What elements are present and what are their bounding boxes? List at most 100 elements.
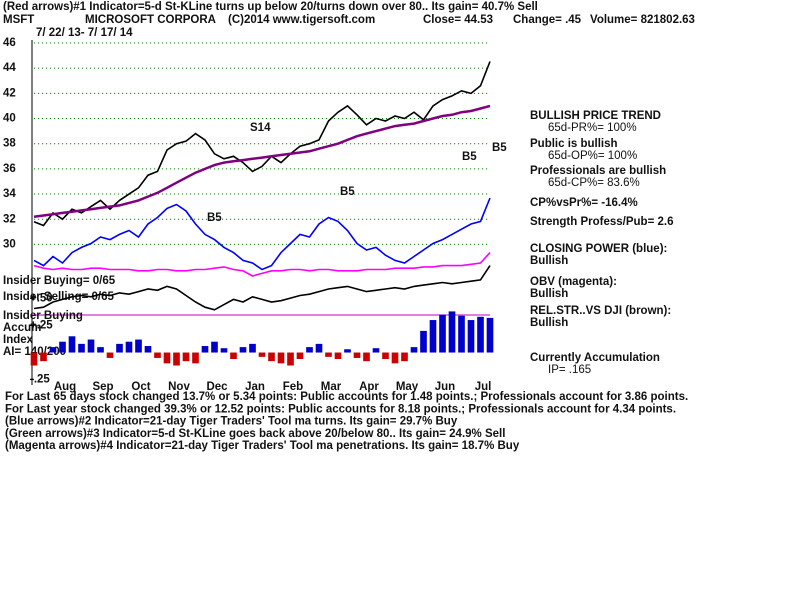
close: Close= 44.53	[423, 14, 493, 26]
accum-bar	[268, 352, 275, 362]
accum-bar	[125, 341, 133, 353]
accum-bar	[154, 352, 161, 358]
accum-bar	[382, 352, 389, 360]
left-label: Insider Buying= 0/65	[3, 275, 116, 287]
annotation: S14	[250, 122, 271, 134]
accum-bar	[401, 352, 408, 362]
x-tick-label: Oct	[131, 381, 150, 393]
change: Change= .45	[513, 14, 582, 26]
dates: 7/ 22/ 13- 7/ 17/ 14	[36, 27, 133, 39]
x-tick-label: Jan	[245, 381, 265, 393]
accum-bar	[106, 352, 114, 358]
sidebar-text: Bullish	[530, 317, 568, 329]
y-tick-label: 40	[3, 113, 16, 125]
series-line	[33, 197, 491, 271]
sidebar-text: IP= .165	[548, 364, 591, 376]
accum-bar	[135, 339, 142, 353]
accum-bar	[78, 343, 85, 353]
accum-bar	[439, 314, 446, 353]
accum-bar	[344, 349, 351, 353]
y-tick-label: 46	[3, 37, 16, 49]
y-tick-label: 32	[3, 213, 16, 225]
accum-bar	[372, 348, 380, 353]
series-line	[33, 265, 491, 311]
accum-bar	[420, 330, 427, 353]
accum-bar	[239, 347, 247, 353]
sidebar-text: 65d-CP%= 83.6%	[548, 177, 640, 189]
accum-bar	[116, 343, 123, 353]
x-tick-label: Sep	[92, 381, 113, 393]
accum-bar	[192, 352, 199, 364]
accum-bar	[287, 352, 294, 366]
accum-bar	[363, 352, 370, 362]
accum-bar	[87, 339, 95, 353]
x-tick-label: Jul	[475, 381, 492, 393]
y-tick-label: 36	[3, 163, 16, 175]
accum-bar	[68, 336, 76, 353]
accum-bar	[40, 352, 47, 362]
sidebar-text: OBV (magenta):	[530, 276, 617, 288]
accum-bar	[325, 352, 332, 357]
accum-bar	[97, 347, 104, 353]
accum-bar	[410, 347, 418, 353]
accum-bar	[249, 343, 256, 353]
x-tick-label: Feb	[283, 381, 303, 393]
accum-bar	[30, 352, 38, 366]
accum-bar	[173, 352, 180, 366]
sidebar-text: CLOSING POWER (blue):	[530, 243, 667, 255]
accum-bar	[144, 346, 152, 353]
x-tick-label: Nov	[168, 381, 190, 393]
y-tick-label: 42	[3, 87, 16, 99]
accum-bar	[467, 320, 475, 353]
left-label: Insider Buying	[3, 310, 83, 322]
accum-bar	[477, 316, 484, 353]
header-line: (Red arrows)#1 Indicator=5-d St-KLine tu…	[3, 1, 538, 13]
x-tick-label: Mar	[321, 381, 342, 393]
series-line	[33, 252, 491, 277]
sidebar-text: Strength Profess/Pub= 2.6	[530, 216, 673, 228]
accum-bar	[220, 348, 228, 353]
footer-line: (Green arrows)#3 Indicator=5-d St-KLine …	[5, 428, 505, 440]
x-tick-label: Dec	[206, 381, 228, 393]
sidebar-text: REL.STR..VS DJI (brown):	[530, 305, 671, 317]
sidebar-text: Bullish	[530, 255, 568, 267]
footer-line: (Blue arrows)#2 Indicator=21-day Tiger T…	[5, 416, 458, 428]
accum-bar	[486, 317, 494, 353]
accum-bar	[391, 352, 399, 364]
sidebar-text: 65d-PR%= 100%	[548, 122, 637, 134]
accum-bar	[182, 352, 190, 362]
y-tick-label: +.50	[30, 292, 53, 304]
y-tick-label: 30	[3, 238, 16, 250]
sidebar-text: Public is bullish	[530, 138, 618, 150]
accum-bar	[277, 352, 285, 364]
annotation: B5	[492, 142, 507, 154]
symbol: MSFT	[3, 14, 34, 26]
annotation: B5	[207, 212, 222, 224]
footer-line: For Last 65 days stock changed 13.7% or …	[5, 391, 688, 403]
accum-bar	[306, 347, 313, 353]
y-tick-label: +.25	[30, 320, 53, 332]
left-label: Insider Selling= 0/65	[3, 291, 114, 303]
x-tick-label: Aug	[54, 381, 76, 393]
annotation: B5	[340, 186, 355, 198]
accum-bar	[59, 341, 66, 353]
footer-line: (Magenta arrows)#4 Indicator=21-day Tige…	[5, 440, 520, 452]
accum-bar	[458, 315, 465, 353]
x-tick-label: Apr	[359, 381, 379, 393]
accum-bar	[49, 347, 57, 353]
left-label: Index	[3, 334, 34, 346]
x-tick-label: Jun	[435, 381, 455, 393]
accum-bar	[353, 352, 361, 358]
series-line	[33, 61, 491, 227]
accum-bar	[258, 352, 266, 357]
series-line	[33, 104, 491, 218]
accum-bar	[211, 341, 218, 353]
footer-line: For Last year stock changed 39.3% or 12.…	[5, 403, 676, 415]
sidebar-text: CP%vsPr%= -16.4%	[530, 197, 638, 209]
y-tick-label: 34	[3, 188, 16, 200]
accum-bar	[230, 352, 237, 360]
y-tick-label: -.25	[30, 374, 50, 386]
accum-bar	[296, 352, 304, 360]
sidebar-text: Bullish	[530, 288, 568, 300]
